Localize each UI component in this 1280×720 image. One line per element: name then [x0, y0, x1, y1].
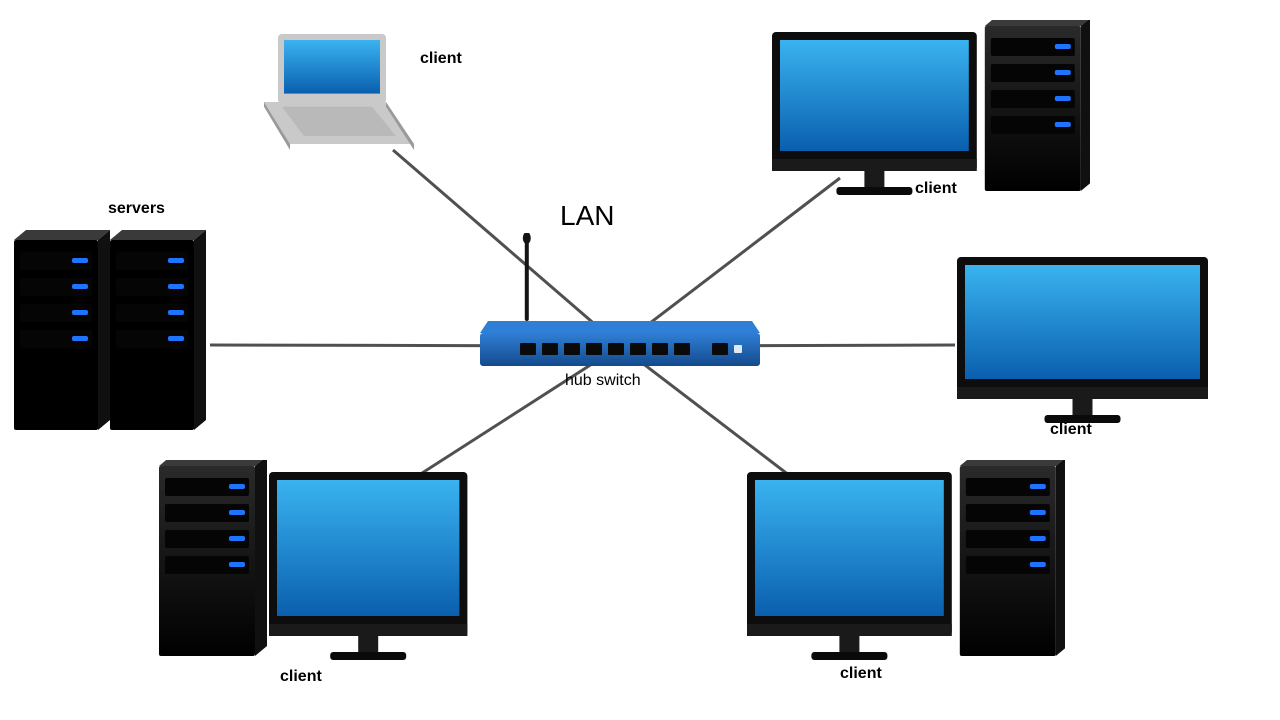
client-bottom-right-icon: [745, 460, 1065, 695]
client-bottom-left-label: client: [280, 668, 322, 686]
client-mid-right-label: client: [1050, 421, 1092, 439]
diagram-canvas: LAN hub switch client servers client client…: [0, 0, 1280, 720]
hub-switch-icon: [480, 233, 760, 373]
laptop-client-label: client: [420, 50, 462, 68]
client-bottom-left-icon: [155, 460, 475, 695]
client-top-right-label: client: [915, 180, 957, 198]
client-top-right-icon: [770, 20, 1090, 230]
servers-label: servers: [108, 200, 165, 218]
hub-label: hub switch: [565, 372, 641, 390]
servers-icon: [10, 220, 210, 465]
laptop-client-icon: [260, 30, 420, 185]
diagram-title: LAN: [560, 200, 614, 232]
client-bottom-right-label: client: [840, 665, 882, 683]
